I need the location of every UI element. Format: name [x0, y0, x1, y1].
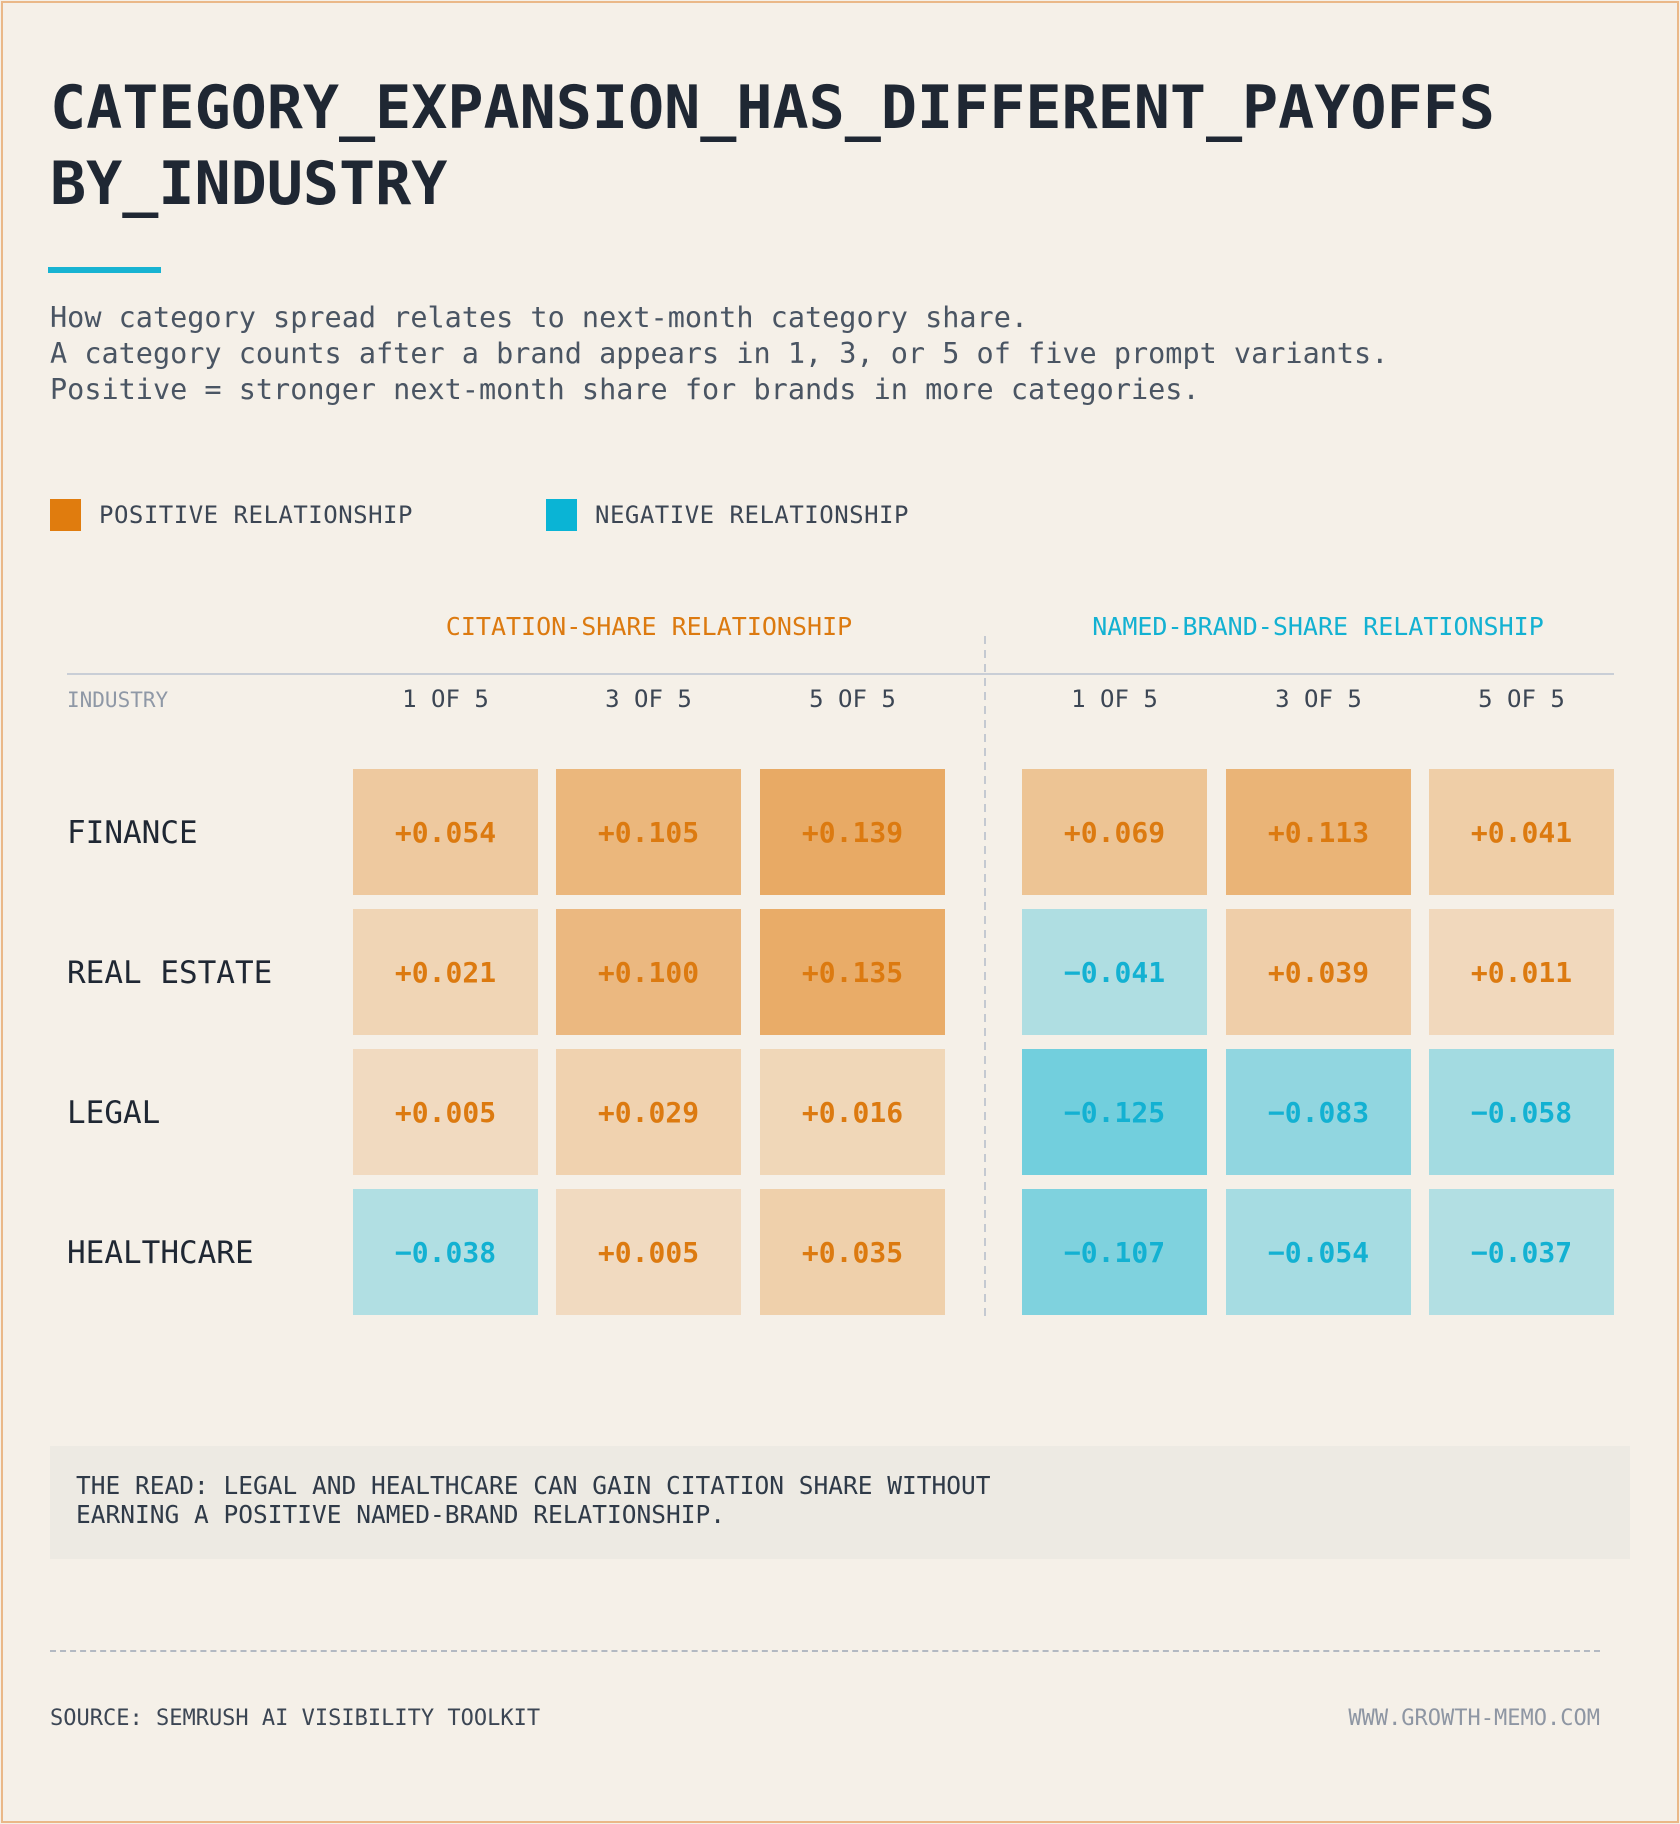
- heatmap-cell-1-3-0: [1022, 1189, 1207, 1315]
- heatmap-cell-0-1-1: [556, 909, 741, 1035]
- subtitle: How category spread relates to next-mont…: [50, 300, 1388, 408]
- legend-item-negative: NEGATIVE RELATIONSHIP: [546, 499, 909, 531]
- heatmap-value-1-0-2: +0.041: [1471, 816, 1572, 849]
- heatmap-cell-1-2-2: [1429, 1049, 1614, 1175]
- heatmap-value-0-2-0: +0.005: [395, 1096, 496, 1129]
- heatmap-value-1-1-0: −0.041: [1064, 956, 1165, 989]
- column-header-0-2: 5 OF 5: [809, 685, 896, 713]
- heatmap-cell-1-2-0: [1022, 1049, 1207, 1175]
- the-read-box: THE READ: LEGAL AND HEALTHCARE CAN GAIN …: [50, 1446, 1630, 1559]
- heatmap-cell-1-0-1: [1226, 769, 1411, 895]
- subtitle-line-3: Positive = stronger next-month share for…: [50, 373, 1200, 406]
- subtitle-line-1: How category spread relates to next-mont…: [50, 301, 1029, 334]
- column-header-0-1: 3 OF 5: [605, 685, 692, 713]
- subtitle-line-2: A category counts after a brand appears …: [50, 337, 1389, 370]
- heatmap-cell-0-2-0: [353, 1049, 538, 1175]
- heatmap-value-1-2-0: −0.125: [1064, 1096, 1165, 1129]
- the-read-text: THE READ: LEGAL AND HEALTHCARE CAN GAIN …: [76, 1471, 991, 1529]
- heatmap-value-0-3-1: +0.005: [598, 1236, 699, 1269]
- source-note: SOURCE: SEMRUSH AI VISIBILITY TOOLKIT: [50, 1706, 541, 1731]
- heatmap-value-1-2-2: −0.058: [1471, 1096, 1572, 1129]
- row-label-3: HEALTHCARE: [67, 1235, 254, 1271]
- column-header-1-0: 1 OF 5: [1071, 685, 1158, 713]
- website-link[interactable]: WWW.GROWTH-MEMO.COM: [1348, 1706, 1600, 1731]
- heatmap-value-1-0-0: +0.069: [1064, 816, 1165, 849]
- chart-title: CATEGORY_EXPANSION_HAS_DIFFERENT_PAYOFFS…: [50, 70, 1670, 222]
- heatmap-cell-1-1-2: [1429, 909, 1614, 1035]
- heatmap-cell-0-2-2: [760, 1049, 945, 1175]
- title-line-1: CATEGORY_EXPANSION_HAS_DIFFERENT_PAYOFFS: [50, 73, 1495, 143]
- heatmap-value-0-3-2: +0.035: [802, 1236, 903, 1269]
- heatmap-cell-0-2-1: [556, 1049, 741, 1175]
- heatmap-value-1-2-1: −0.083: [1268, 1096, 1369, 1129]
- heatmap-value-0-2-2: +0.016: [802, 1096, 903, 1129]
- column-header-0-0: 1 OF 5: [402, 685, 489, 713]
- heatmap-value-0-3-0: −0.038: [395, 1236, 496, 1269]
- heatmap-cell-1-2-1: [1226, 1049, 1411, 1175]
- group-title-1: NAMED-BRAND-SHARE RELATIONSHIP: [1092, 612, 1544, 641]
- heatmap-cell-1-0-2: [1429, 769, 1614, 895]
- heatmap-value-0-0-2: +0.139: [802, 816, 903, 849]
- heatmap-value-1-1-1: +0.039: [1268, 956, 1369, 989]
- heatmap-value-0-1-1: +0.100: [598, 956, 699, 989]
- heatmap-value-0-2-1: +0.029: [598, 1096, 699, 1129]
- the-read-line-2: EARNING A POSITIVE NAMED-BRAND RELATIONS…: [76, 1500, 726, 1529]
- heatmap-cell-1-1-0: [1022, 909, 1207, 1035]
- the-read-line-1: THE READ: LEGAL AND HEALTHCARE CAN GAIN …: [76, 1471, 991, 1500]
- footer-divider: [50, 1650, 1600, 1652]
- heatmap-value-1-1-2: +0.011: [1471, 956, 1572, 989]
- heatmap-cell-0-3-2: [760, 1189, 945, 1315]
- legend-item-positive: POSITIVE RELATIONSHIP: [50, 499, 413, 531]
- row-label-1: REAL ESTATE: [67, 955, 272, 991]
- legend-label-positive: POSITIVE RELATIONSHIP: [99, 501, 413, 529]
- heatmap-value-1-3-1: −0.054: [1268, 1236, 1369, 1269]
- legend-label-negative: NEGATIVE RELATIONSHIP: [595, 501, 909, 529]
- heatmap-cell-0-0-1: [556, 769, 741, 895]
- heatmap-cell-0-0-2: [760, 769, 945, 895]
- heatmap-chart: INDUSTRY CITATION-SHARE RELATIONSHIP 1 OF …: [67, 612, 1614, 1316]
- legend-swatch-negative: [546, 499, 577, 531]
- title-accent-bar: [48, 267, 161, 273]
- heatmap-cell-0-3-0: [353, 1189, 538, 1315]
- column-header-1-2: 5 OF 5: [1478, 685, 1565, 713]
- title-line-2: BY_INDUSTRY: [50, 149, 448, 219]
- heatmap-cell-0-3-1: [556, 1189, 741, 1315]
- heatmap-value-0-1-0: +0.021: [395, 956, 496, 989]
- heatmap-value-1-0-1: +0.113: [1268, 816, 1369, 849]
- column-header-1-1: 3 OF 5: [1275, 685, 1362, 713]
- heatmap-cell-1-3-2: [1429, 1189, 1614, 1315]
- heatmap-value-1-3-0: −0.107: [1064, 1236, 1165, 1269]
- heatmap-value-1-3-2: −0.037: [1471, 1236, 1572, 1269]
- heatmap-cell-0-1-0: [353, 909, 538, 1035]
- heatmap-cell-0-1-2: [760, 909, 945, 1035]
- heatmap-cell-1-1-1: [1226, 909, 1411, 1035]
- row-header-label: INDUSTRY: [67, 688, 169, 712]
- heatmap-cell-1-0-0: [1022, 769, 1207, 895]
- heatmap-value-0-0-1: +0.105: [598, 816, 699, 849]
- row-label-2: LEGAL: [67, 1095, 160, 1131]
- row-label-0: FINANCE: [67, 815, 198, 851]
- heatmap-cell-0-0-0: [353, 769, 538, 895]
- heatmap-value-0-0-0: +0.054: [395, 816, 496, 849]
- heatmap-value-0-1-2: +0.135: [802, 956, 903, 989]
- legend-swatch-positive: [50, 499, 81, 531]
- heatmap-cell-1-3-1: [1226, 1189, 1411, 1315]
- group-title-0: CITATION-SHARE RELATIONSHIP: [446, 612, 852, 641]
